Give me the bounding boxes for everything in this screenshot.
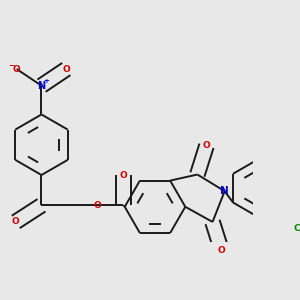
Text: O: O [202, 141, 210, 150]
Text: N: N [220, 186, 229, 196]
Text: O: O [218, 246, 226, 255]
Text: N: N [38, 81, 46, 91]
Text: O: O [94, 201, 101, 210]
Text: O: O [119, 170, 127, 179]
Text: Cl: Cl [293, 224, 300, 233]
Text: +: + [43, 78, 49, 84]
Text: O: O [13, 64, 20, 74]
Text: O: O [62, 64, 70, 74]
Text: O: O [12, 218, 20, 226]
Text: −: − [8, 61, 14, 70]
